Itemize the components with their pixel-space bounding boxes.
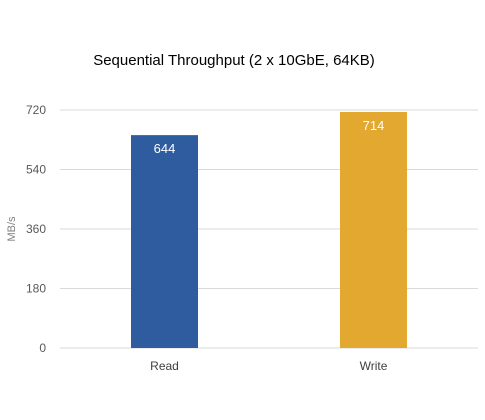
y-tick-label: 360 [26,222,46,236]
y-tick-label: 0 [39,341,46,355]
x-tick-label: Write [360,359,388,373]
y-tick-label: 720 [26,103,46,117]
x-tick-label: Read [150,359,179,373]
y-tick-label: 180 [26,282,46,296]
y-tick-label: 540 [26,163,46,177]
bar-read [131,135,198,348]
data-label: 714 [363,118,385,133]
chart-title: Sequential Throughput (2 x 10GbE, 64KB) [93,52,375,69]
data-label: 644 [154,141,176,156]
y-axis-label: MB/s [6,216,18,242]
bar-write [340,111,407,348]
